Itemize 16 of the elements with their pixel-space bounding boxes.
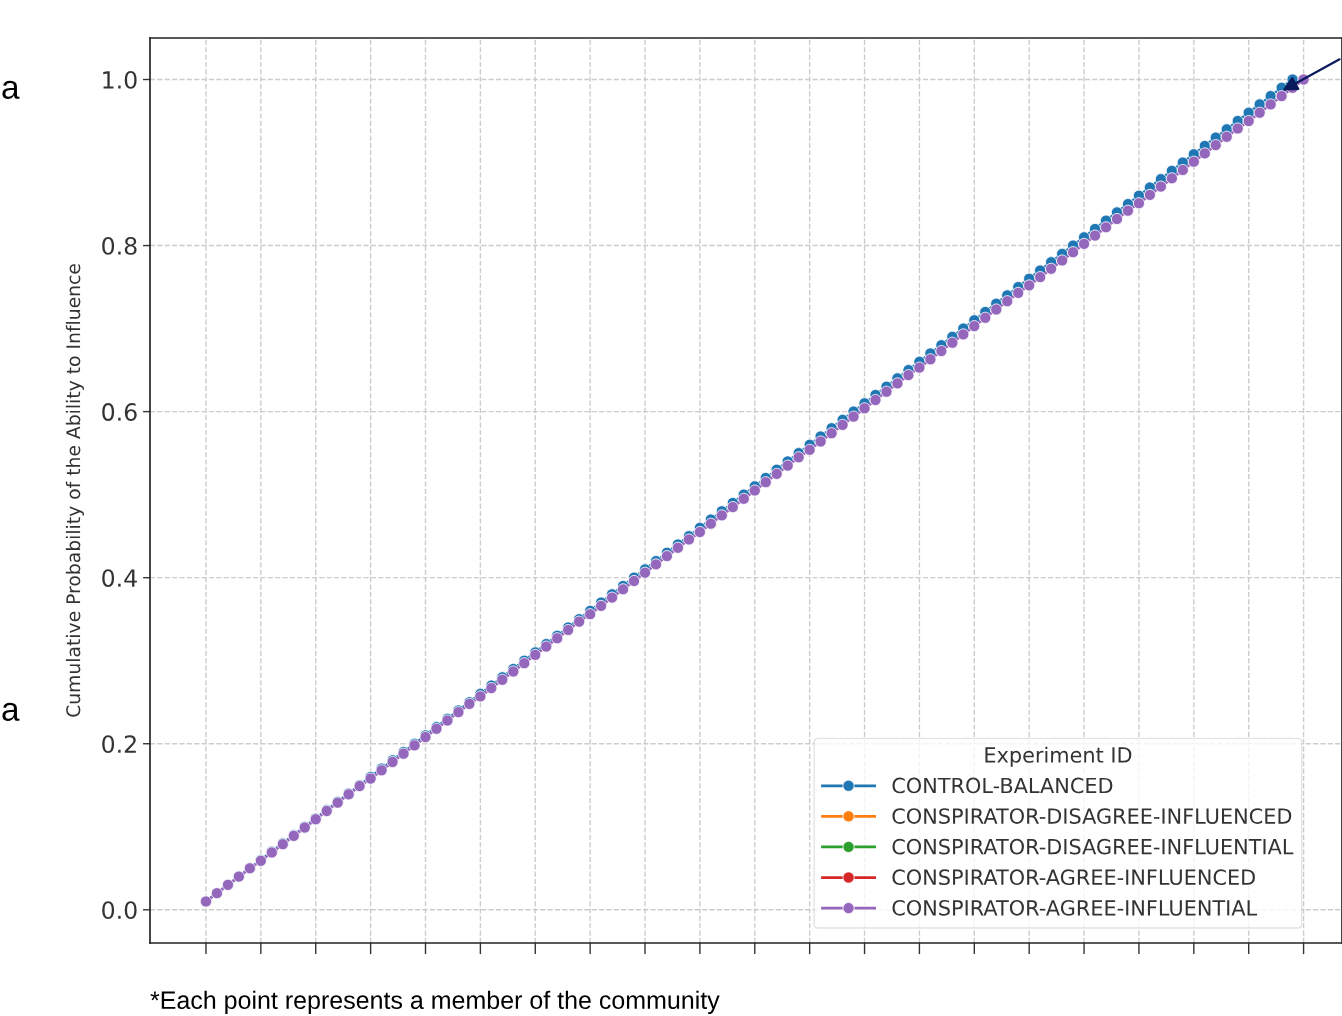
text: a [2, 702, 20, 721]
y-tick-label: 0.2 [102, 735, 136, 754]
legend-label: CONSPIRATOR-AGREE-INFLUENTIAL [892, 899, 1258, 916]
y-tick-label: 0.4 [102, 569, 137, 587]
y-tick-label: 1.0 [103, 70, 137, 89]
y-axis-title: Cumulative Probability of the Ability to Influence [65, 264, 84, 717]
text: *Each point represents a member of the community [150, 990, 720, 1014]
legend-label: CONSPIRATOR-DISAGREE-INFLUENCED [892, 808, 1292, 824]
legend-label: CONSPIRATOR-AGREE-INFLUENCED [892, 869, 1255, 886]
legend-label: CONSPIRATOR-DISAGREE-INFLUENTIAL [892, 838, 1294, 855]
legend-label: CONTROL-BALANCED [892, 777, 1113, 794]
y-tick-label: 0.8 [102, 237, 137, 255]
y-tick-label: 0.0 [102, 901, 137, 920]
text: a [2, 80, 20, 99]
y-tick-label: 0.6 [102, 403, 137, 421]
legend-title: Experiment ID [985, 746, 1132, 767]
